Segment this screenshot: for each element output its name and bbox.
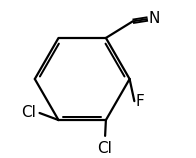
Text: Cl: Cl: [22, 106, 36, 120]
Text: F: F: [136, 94, 145, 109]
Text: Cl: Cl: [97, 141, 112, 156]
Text: N: N: [149, 12, 160, 26]
